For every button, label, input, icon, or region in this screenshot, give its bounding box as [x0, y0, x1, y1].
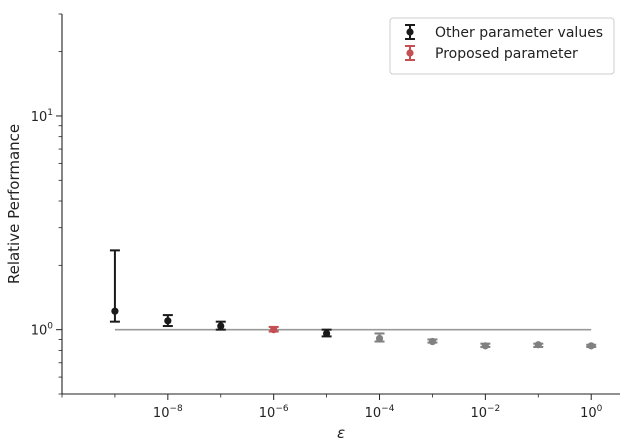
- point-marker: [375, 334, 384, 343]
- point-marker: [164, 317, 172, 325]
- y-tick-label: 101: [31, 108, 53, 125]
- data-point: [215, 320, 226, 331]
- legend-label: Other parameter values: [435, 25, 603, 41]
- y-tick-label: 100: [31, 322, 54, 339]
- x-tick-label: 10−2: [470, 404, 500, 421]
- point-marker: [587, 342, 595, 350]
- data-point: [162, 314, 173, 328]
- point-marker: [428, 337, 437, 346]
- x-axis-title: ε: [337, 424, 345, 442]
- point-marker: [270, 326, 278, 334]
- point-marker: [111, 307, 119, 315]
- legend-box: [389, 17, 615, 75]
- x-tick-label: 10−8: [153, 404, 183, 421]
- data-point: [427, 337, 438, 346]
- legend-marker: [406, 28, 414, 36]
- data-points-layer: [109, 249, 597, 350]
- x-tick-label: 100: [580, 404, 603, 421]
- x-tick-label: 10−6: [259, 404, 289, 421]
- axes-layer: 10−8 10−6 10−4 10−2 100 100 101: [31, 13, 620, 421]
- legend-item: Other parameter values: [405, 24, 603, 41]
- point-marker: [534, 341, 542, 349]
- data-point: [533, 341, 544, 349]
- legend: Other parameter values Proposed parameter: [389, 17, 615, 75]
- data-point: [480, 342, 491, 350]
- data-point: [374, 332, 385, 343]
- data-point: [268, 325, 279, 334]
- legend-label: Proposed parameter: [435, 46, 578, 62]
- point-marker: [323, 329, 331, 338]
- y-axis-title: Relative Performance: [5, 124, 23, 284]
- point-marker: [217, 322, 225, 330]
- x-tick-label: 10−4: [365, 404, 395, 421]
- data-point: [109, 249, 120, 323]
- legend-marker: [406, 49, 414, 57]
- data-point: [586, 342, 597, 350]
- legend-item: Proposed parameter: [405, 45, 578, 62]
- point-marker: [481, 342, 489, 350]
- data-point: [321, 328, 332, 338]
